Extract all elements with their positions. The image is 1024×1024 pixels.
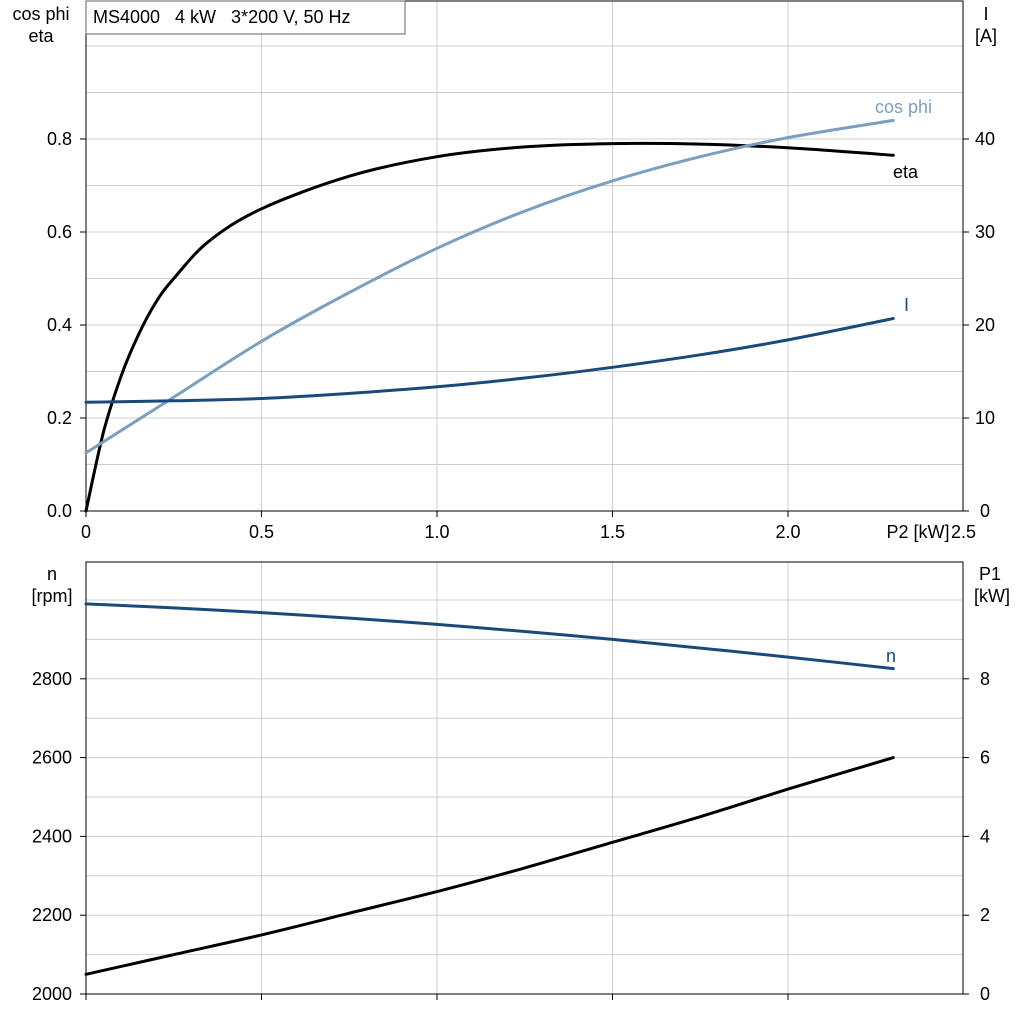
plot-frame <box>85 0 964 512</box>
right-axis-tick-label: 10 <box>975 408 995 428</box>
series-label-n: n <box>886 646 896 666</box>
x-axis-tick-label: 2.5 <box>951 522 976 542</box>
right-axis-tick-label: 6 <box>980 748 990 768</box>
bottom-right-axis-label-line2: [kW] <box>974 586 1010 606</box>
right-axis-tick-label: 4 <box>980 826 990 846</box>
title-box-text: MS4000 4 kW 3*200 V, 50 Hz <box>93 7 350 27</box>
x-axis-tick-label: 2.0 <box>775 522 800 542</box>
bottom-left-axis-label-line1: n <box>47 564 57 584</box>
right-axis-tick-label: 40 <box>975 129 995 149</box>
bottom-right-axis-label-line1: P1 <box>979 564 1001 584</box>
series-label-i: I <box>904 295 909 315</box>
bottom-left-axis-label-line2: [rpm] <box>31 586 72 606</box>
series-line-p1 <box>84 756 895 976</box>
left-axis-tick-label: 2600 <box>32 748 72 768</box>
top-left-axis-label-line1: cos phi <box>12 4 69 24</box>
x-axis-tick-label: 0.5 <box>249 522 274 542</box>
x-axis-tick-label: 1.0 <box>424 522 449 542</box>
top-left-axis-label-line2: eta <box>28 26 54 46</box>
left-axis-tick-label: 0.0 <box>47 501 72 521</box>
bottom-chart-panel: 2000 2200 2400 2600 2800 0 2 4 6 8 n <box>32 561 990 1004</box>
top-chart-panel: 0.0 0.2 0.4 0.6 0.8 0 10 20 30 40 0 0.5 1.0 1.5 2.0 2.5… <box>47 0 995 542</box>
left-axis-tick-label: 2400 <box>32 826 72 846</box>
left-axis-tick-label: 2200 <box>32 905 72 925</box>
series-line-eta <box>84 141 895 513</box>
title-box-frame <box>85 0 406 35</box>
left-axis-tick-label: 0.4 <box>47 315 72 335</box>
series-label-eta: eta <box>893 162 919 182</box>
x-axis-tick-label: 0 <box>81 522 91 542</box>
series-line-i <box>84 317 895 404</box>
left-axis-tick-label: 0.8 <box>47 129 72 149</box>
series-line-n <box>84 602 895 671</box>
top-right-axis-label-line1: I <box>983 4 988 24</box>
left-axis-tick-label: 2800 <box>32 669 72 689</box>
top-right-axis-label-line2: [A] <box>975 26 997 46</box>
series-label-cos-phi: cos phi <box>875 97 932 117</box>
right-axis-tick-label: 8 <box>980 669 990 689</box>
left-axis-tick-label: 0.6 <box>47 222 72 242</box>
left-axis-tick-label: 2000 <box>32 984 72 1004</box>
right-axis-tick-label: 0 <box>980 501 990 521</box>
right-axis-tick-label: 2 <box>980 905 990 925</box>
series-line-cos-phi <box>84 118 895 455</box>
right-axis-tick-label: 30 <box>975 222 995 242</box>
left-axis-tick-label: 0.2 <box>47 408 72 428</box>
right-axis-tick-label: 20 <box>975 315 995 335</box>
x-axis-tick-label: 1.5 <box>600 522 625 542</box>
x-axis-label: P2 [kW] <box>886 522 949 542</box>
plot-frame <box>85 561 964 995</box>
right-axis-tick-label: 0 <box>980 984 990 1004</box>
